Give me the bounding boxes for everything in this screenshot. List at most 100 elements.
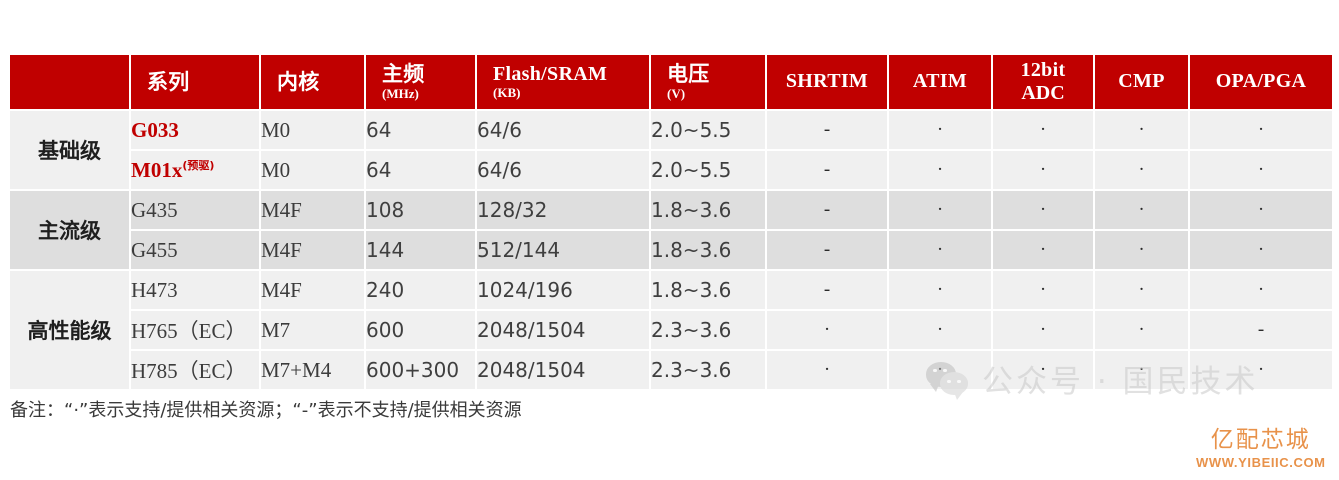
core-cell: M4F — [260, 190, 366, 231]
header-shrtim-label: SHRTIM — [785, 70, 869, 93]
header-opa-pga-label: OPA/PGA — [1215, 70, 1307, 93]
cmp-cell: · — [1094, 230, 1190, 271]
opa-pga-cell: - — [1189, 310, 1332, 351]
table-row: H765（EC） M7 600 2048/1504 2.3~3.6 · · · … — [10, 310, 1332, 351]
core-cell: M7 — [260, 310, 366, 351]
table-row: 基础级 G033 M0 64 64/6 2.0~5.5 - · · · · — [10, 110, 1332, 191]
core-cell: M4F — [260, 230, 366, 271]
atim-cell: · — [888, 310, 993, 351]
header-voltage-unit: (V) — [667, 85, 686, 101]
freq-cell: 240 — [365, 270, 477, 311]
cmp-cell: · — [1094, 110, 1190, 151]
series-superscript: (预驱) — [182, 159, 215, 172]
voltage-cell: 2.0~5.5 — [650, 110, 767, 151]
cmp-cell: · — [1094, 350, 1190, 391]
flash-sram-cell: 64/6 — [476, 150, 651, 191]
shrtim-cell: - — [766, 110, 889, 151]
header-cmp: CMP — [1094, 55, 1190, 111]
freq-cell: 64 — [365, 150, 477, 191]
cmp-cell: · — [1094, 150, 1190, 191]
opa-pga-cell: · — [1189, 270, 1332, 311]
voltage-cell: 1.8~3.6 — [650, 270, 767, 311]
table-row: G455 M4F 144 512/144 1.8~3.6 - · · · · — [10, 230, 1332, 271]
header-adc: 12bit ADC — [992, 55, 1095, 111]
header-adc-unit: ADC — [1021, 81, 1065, 104]
header-series: 系列 — [130, 55, 261, 111]
opa-pga-cell: · — [1189, 350, 1332, 391]
table-body: 基础级 G033 M0 64 64/6 2.0~5.5 - · · · · M0… — [10, 110, 1332, 391]
shrtim-cell: - — [766, 230, 889, 271]
header-freq: 主频 (MHz) — [365, 55, 477, 111]
table-row: 主流级 G435 M4F 108 128/32 1.8~3.6 - · · · … — [10, 190, 1332, 271]
series-cell: M01x(预驱) — [130, 150, 261, 191]
voltage-cell: 1.8~3.6 — [650, 190, 767, 231]
series-name: M01x — [131, 158, 183, 182]
header-shrtim: SHRTIM — [766, 55, 889, 111]
shrtim-cell: · — [766, 310, 889, 351]
tier-cell-mainstream: 主流级 — [10, 190, 131, 271]
freq-cell: 600+300 — [365, 350, 477, 391]
shrtim-cell: - — [766, 190, 889, 231]
opa-pga-cell: · — [1189, 110, 1332, 151]
atim-cell: · — [888, 350, 993, 391]
header-opa-pga: OPA/PGA — [1189, 55, 1332, 111]
series-cell: H473 — [130, 270, 261, 311]
yibei-watermark: 亿配芯城 WWW.YIBEIIC.COM — [1196, 428, 1326, 470]
shrtim-cell: - — [766, 270, 889, 311]
header-core: 内核 — [260, 55, 366, 111]
header-cmp-label: CMP — [1118, 70, 1165, 93]
header-core-label: 内核 — [277, 69, 320, 94]
header-freq-unit: (MHz) — [382, 85, 419, 101]
shrtim-cell: · — [766, 350, 889, 391]
freq-cell: 108 — [365, 190, 477, 231]
series-cell: G455 — [130, 230, 261, 271]
mcu-comparison-table: 系列 内核 主频 (MHz) Flash/SRAM (KB) 电压 (V) SH… — [10, 55, 1332, 391]
yibei-brand-url: WWW.YIBEIIC.COM — [1196, 455, 1326, 471]
atim-cell: · — [888, 230, 993, 271]
flash-sram-cell: 2048/1504 — [476, 310, 651, 351]
header-flash-sram-unit: (KB) — [493, 85, 521, 101]
voltage-cell: 2.3~3.6 — [650, 350, 767, 391]
header-atim-label: ATIM — [912, 70, 968, 93]
header-voltage-label: 电压 — [667, 62, 710, 87]
opa-pga-cell: · — [1189, 190, 1332, 231]
adc-cell: · — [992, 270, 1095, 311]
adc-cell: · — [992, 230, 1095, 271]
voltage-cell: 2.3~3.6 — [650, 310, 767, 351]
opa-pga-cell: · — [1189, 150, 1332, 191]
tier-cell-basic: 基础级 — [10, 110, 131, 191]
atim-cell: · — [888, 270, 993, 311]
core-cell: M0 — [260, 110, 366, 151]
adc-cell: · — [992, 310, 1095, 351]
atim-cell: · — [888, 110, 993, 151]
flash-sram-cell: 2048/1504 — [476, 350, 651, 391]
freq-cell: 144 — [365, 230, 477, 271]
core-cell: M0 — [260, 150, 366, 191]
tier-cell-highperf: 高性能级 — [10, 270, 131, 391]
adc-cell: · — [992, 190, 1095, 231]
cmp-cell: · — [1094, 310, 1190, 351]
core-cell: M4F — [260, 270, 366, 311]
header-voltage: 电压 (V) — [650, 55, 767, 111]
series-cell: G435 — [130, 190, 261, 231]
core-cell: M7+M4 — [260, 350, 366, 391]
adc-cell: · — [992, 110, 1095, 151]
voltage-cell: 1.8~3.6 — [650, 230, 767, 271]
header-series-label: 系列 — [147, 69, 190, 94]
series-cell: H785（EC） — [130, 350, 261, 391]
yibei-brand-cn: 亿配芯城 — [1210, 427, 1311, 453]
flash-sram-cell: 512/144 — [476, 230, 651, 271]
adc-cell: · — [992, 350, 1095, 391]
flash-sram-cell: 128/32 — [476, 190, 651, 231]
header-flash-sram: Flash/SRAM (KB) — [476, 55, 651, 111]
shrtim-cell: - — [766, 150, 889, 191]
opa-pga-cell: · — [1189, 230, 1332, 271]
atim-cell: · — [888, 150, 993, 191]
header-row: 系列 内核 主频 (MHz) Flash/SRAM (KB) 电压 (V) SH… — [10, 55, 1332, 111]
freq-cell: 600 — [365, 310, 477, 351]
header-atim: ATIM — [888, 55, 993, 111]
atim-cell: · — [888, 190, 993, 231]
table-row: M01x(预驱) M0 64 64/6 2.0~5.5 - · · · · — [10, 150, 1332, 191]
series-name: G033 — [131, 117, 179, 142]
